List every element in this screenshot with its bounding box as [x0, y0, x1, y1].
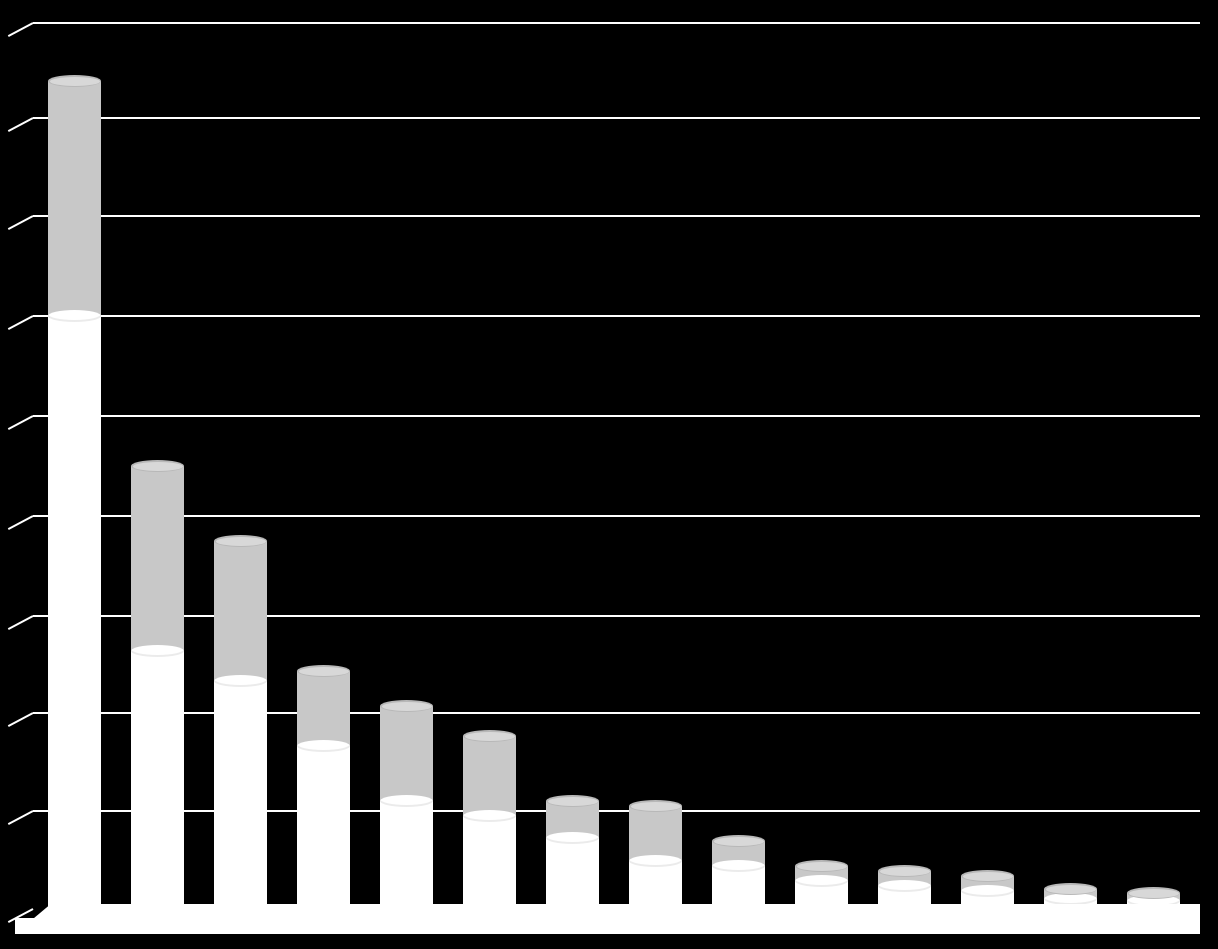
bar-divider	[380, 795, 433, 807]
bar-segment-front	[463, 816, 516, 911]
bar-divider	[795, 875, 848, 887]
bar-top-cap	[382, 702, 432, 711]
bar	[463, 736, 516, 911]
gridline	[33, 810, 1200, 812]
bar-top-cap	[216, 537, 266, 546]
bar-divider	[878, 880, 931, 892]
y-tick	[8, 415, 34, 430]
y-tick	[8, 315, 34, 330]
bar-segment-front	[214, 681, 267, 911]
bar-segment-front	[380, 801, 433, 911]
bar-top-cap	[1129, 889, 1179, 898]
bar	[380, 706, 433, 911]
bar-divider	[463, 810, 516, 822]
gridline	[33, 315, 1200, 317]
bar-top-cap	[50, 77, 100, 86]
bar	[48, 81, 101, 911]
y-tick	[8, 117, 34, 132]
gridline	[33, 415, 1200, 417]
bar-divider	[297, 740, 350, 752]
bar-divider	[48, 310, 101, 322]
bar-chart	[0, 0, 1218, 949]
bar	[712, 841, 765, 911]
gridline	[33, 117, 1200, 119]
bar-top-cap	[548, 797, 598, 806]
bar-segment-front	[546, 838, 599, 911]
y-tick	[8, 615, 34, 630]
bar-segment-front	[48, 316, 101, 911]
bar-top-cap	[465, 732, 515, 741]
bar-top-cap	[631, 802, 681, 811]
bar-divider	[214, 675, 267, 687]
y-tick	[8, 22, 34, 37]
bar-divider	[131, 645, 184, 657]
bar	[297, 671, 350, 911]
bar-top-cap	[714, 837, 764, 846]
bar-divider	[629, 855, 682, 867]
y-tick	[8, 515, 34, 530]
gridline	[33, 615, 1200, 617]
bar-segment-front	[297, 746, 350, 911]
bar-top-cap	[963, 872, 1013, 881]
y-tick	[8, 215, 34, 230]
bar-divider	[712, 860, 765, 872]
gridline	[33, 515, 1200, 517]
bar	[629, 806, 682, 911]
bar-top-cap	[133, 462, 183, 471]
bar-top-cap	[299, 667, 349, 676]
y-tick	[8, 712, 34, 727]
bar	[214, 541, 267, 911]
gridline	[33, 712, 1200, 714]
floor-front	[15, 918, 1200, 934]
bar-top-cap	[797, 862, 847, 871]
bar	[131, 466, 184, 911]
gridline	[33, 22, 1200, 24]
gridline	[33, 215, 1200, 217]
bar-top-cap	[1046, 885, 1096, 894]
bar-segment-front	[131, 651, 184, 911]
bar	[546, 801, 599, 911]
bar-top-cap	[880, 867, 930, 876]
bar-divider	[546, 832, 599, 844]
bar-divider	[961, 885, 1014, 897]
y-tick	[8, 810, 34, 825]
